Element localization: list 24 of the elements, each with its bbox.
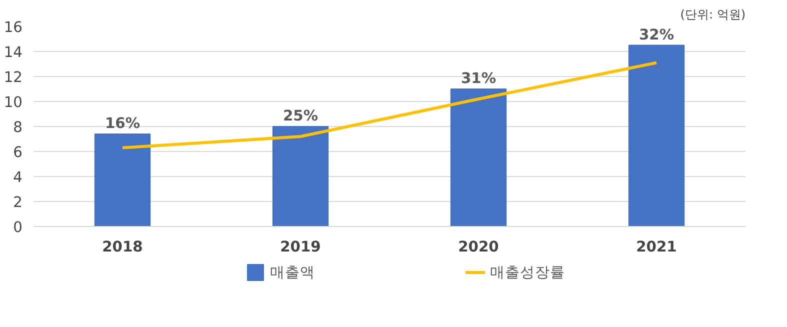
x-tick-label: 2021 bbox=[636, 238, 677, 256]
bar bbox=[272, 126, 329, 226]
y-tick-label: 8 bbox=[13, 119, 23, 136]
legend-label: 매출성장률 bbox=[490, 262, 565, 282]
bar bbox=[94, 134, 151, 226]
annotation: 16% bbox=[104, 115, 140, 132]
y-tick-label: 16 bbox=[4, 19, 23, 36]
x-tick-label: 2020 bbox=[458, 238, 499, 256]
bar bbox=[450, 88, 507, 226]
annotation: 31% bbox=[460, 70, 496, 87]
y-tick-label: 2 bbox=[13, 194, 23, 211]
annotation: 25% bbox=[282, 108, 318, 124]
y-tick-label: 12 bbox=[4, 69, 23, 86]
y-tick-label: 10 bbox=[4, 94, 23, 111]
text: (단위: 억원) bbox=[680, 8, 746, 22]
y-tick-label: 14 bbox=[4, 44, 23, 61]
annotation: 32% bbox=[638, 26, 674, 44]
y-tick-label: 4 bbox=[13, 169, 23, 186]
x-tick-label: 2019 bbox=[280, 238, 321, 256]
bar bbox=[628, 44, 685, 226]
legend-label: 매출액 bbox=[270, 262, 315, 282]
y-tick-label: 0 bbox=[13, 219, 23, 236]
x-tick-label: 2018 bbox=[102, 238, 143, 256]
y-tick-label: 6 bbox=[13, 144, 23, 161]
